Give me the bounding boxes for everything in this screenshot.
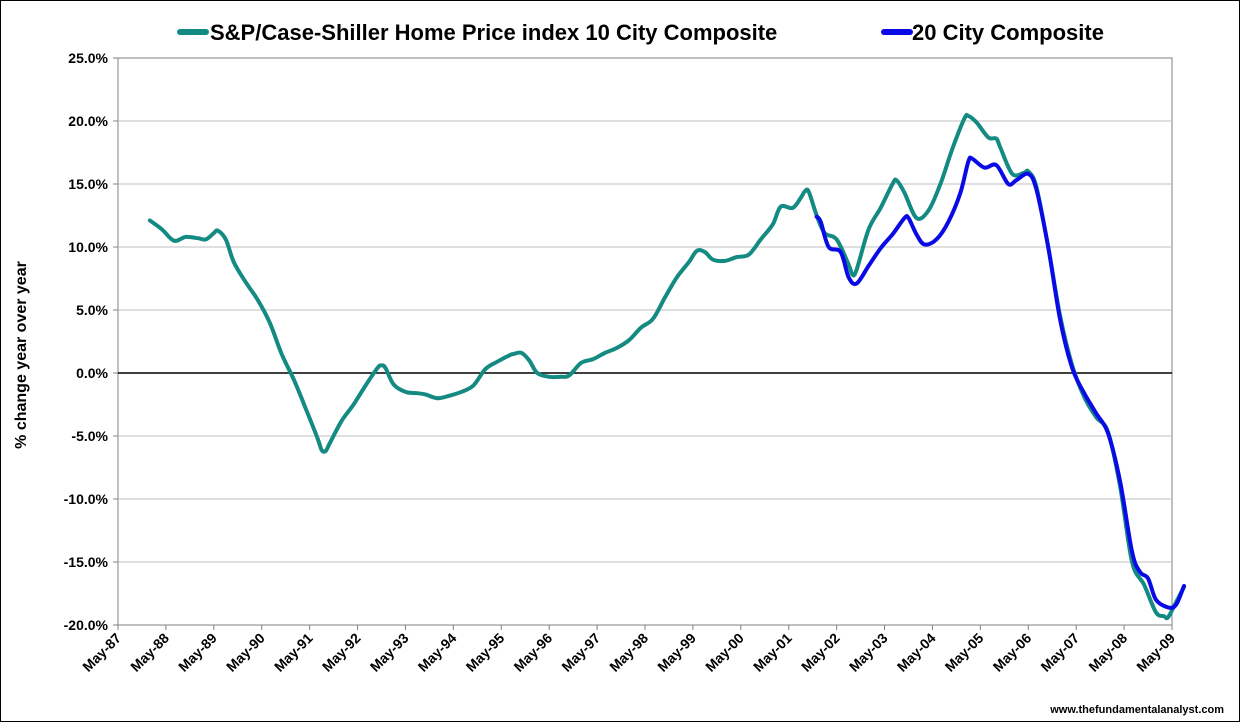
x-tick-label: May-00: [702, 630, 747, 675]
x-tick-label: May-97: [558, 630, 603, 675]
x-tick-label: May-94: [415, 630, 460, 675]
y-tick-label: -15.0%: [64, 554, 109, 570]
y-axis-tick-labels: -20.0% -15.0% -10.0% -5.0% 0.0% 5.0% 10.0% 15.0…: [64, 50, 118, 633]
y-tick-label: -20.0%: [64, 617, 109, 633]
x-tick-label: May-07: [1037, 630, 1082, 675]
series-10-city-line: [147, 112, 1186, 621]
legend-label-20-city: 20 City Composite: [912, 20, 1104, 45]
x-tick-label: May-87: [79, 630, 124, 675]
y-axis-label: % change year over year: [13, 261, 30, 449]
legend-label-10-city: S&P/Case-Shiller Home Price index 10 Cit…: [210, 20, 777, 45]
x-tick-label: May-93: [367, 630, 412, 675]
y-tick-label: 0.0%: [76, 365, 108, 381]
x-tick-label: May-89: [175, 630, 220, 675]
gridlines: [118, 120, 1172, 563]
y-tick-label: 5.0%: [76, 302, 108, 318]
x-tick-label: May-02: [798, 630, 843, 675]
x-axis-tick-labels: May-87 May-88 May-89 May-90 May-91 May-92 May-…: [79, 625, 1178, 675]
x-tick-label: May-99: [654, 630, 699, 675]
source-credit: www.thefundamentalanalyst.com: [1049, 704, 1224, 716]
y-tick-label: 15.0%: [68, 176, 108, 192]
x-tick-label: May-01: [750, 630, 795, 675]
series-20-city-line: [814, 155, 1186, 610]
y-tick-label: 20.0%: [68, 113, 108, 129]
y-tick-label: 10.0%: [68, 239, 108, 255]
x-tick-label: May-95: [463, 630, 508, 675]
x-tick-label: May-91: [271, 630, 316, 675]
legend: S&P/Case-Shiller Home Price index 10 Cit…: [177, 20, 1104, 45]
x-tick-label: May-09: [1133, 630, 1178, 675]
plot-area: [117, 57, 1173, 626]
x-tick-label: May-96: [510, 630, 555, 675]
x-tick-label: May-05: [942, 630, 987, 675]
y-tick-label: 25.0%: [68, 50, 108, 66]
x-tick-label: May-06: [990, 630, 1035, 675]
x-tick-label: May-04: [894, 630, 939, 675]
x-tick-label: May-08: [1085, 630, 1130, 675]
x-tick-label: May-88: [127, 630, 172, 675]
y-tick-label: -5.0%: [71, 428, 108, 444]
x-tick-label: May-92: [319, 630, 364, 675]
x-tick-label: May-03: [846, 630, 891, 675]
x-tick-label: May-90: [223, 630, 268, 675]
x-tick-label: May-98: [606, 630, 651, 675]
y-tick-label: -10.0%: [64, 491, 109, 507]
series-lines: [147, 112, 1186, 621]
